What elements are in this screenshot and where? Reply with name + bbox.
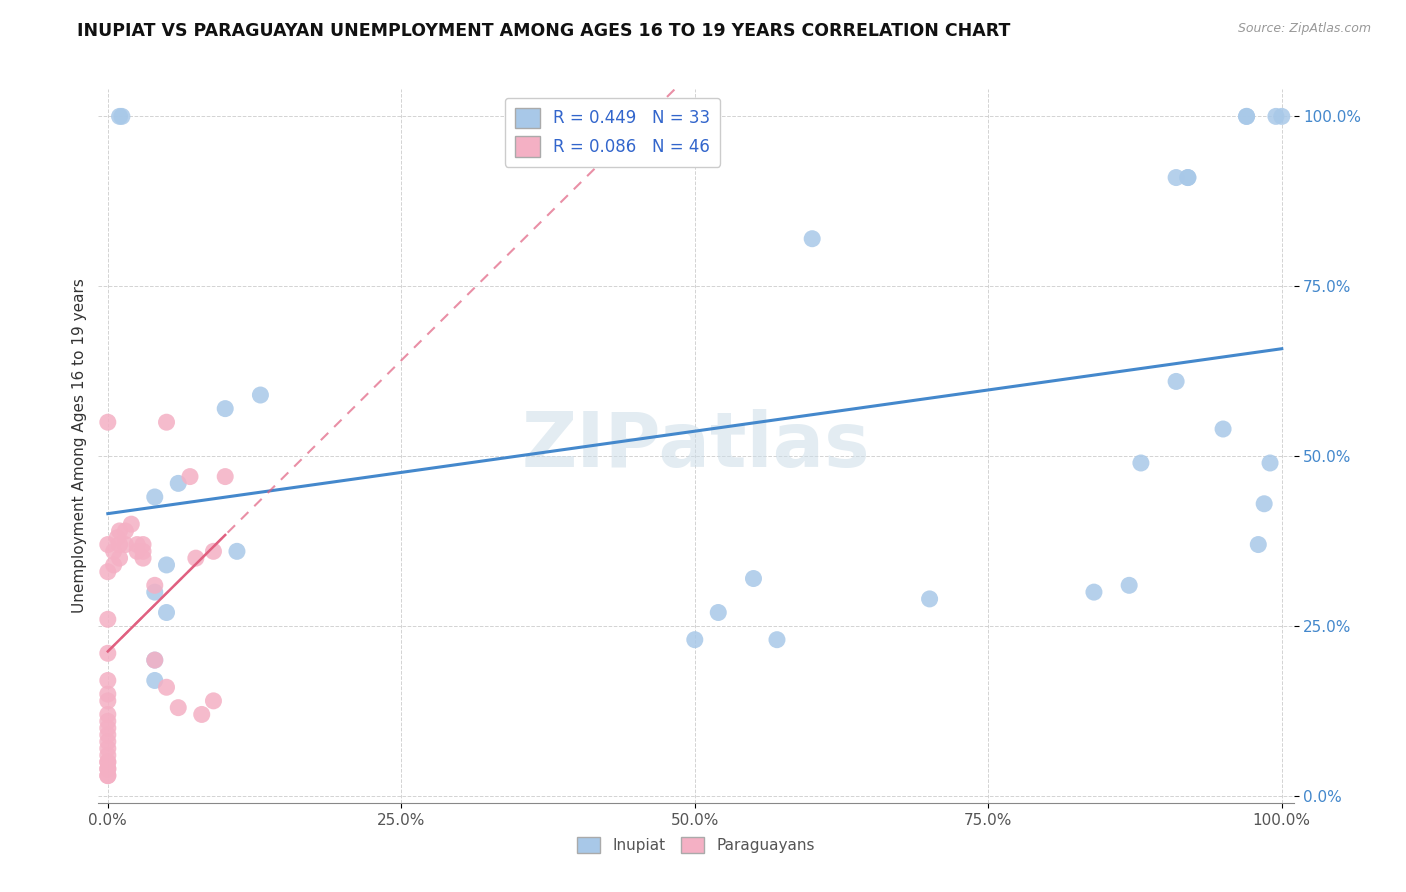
Point xyxy=(1236,109,1258,123)
Point xyxy=(202,544,225,558)
Text: Source: ZipAtlas.com: Source: ZipAtlas.com xyxy=(1237,22,1371,36)
Point xyxy=(1258,456,1281,470)
Point xyxy=(226,544,249,558)
Point xyxy=(155,558,177,572)
Point xyxy=(742,572,765,586)
Point xyxy=(114,537,136,551)
Point xyxy=(214,469,236,483)
Point xyxy=(1083,585,1105,599)
Point xyxy=(1271,109,1294,123)
Point xyxy=(132,551,155,566)
Point xyxy=(143,578,166,592)
Point xyxy=(143,673,166,688)
Point xyxy=(127,537,149,551)
Point xyxy=(97,646,120,660)
Point xyxy=(97,728,120,742)
Point xyxy=(1177,170,1199,185)
Point xyxy=(103,558,125,572)
Point xyxy=(1177,170,1199,185)
Point xyxy=(97,734,120,748)
Point xyxy=(127,544,149,558)
Point xyxy=(105,531,128,545)
Point xyxy=(114,524,136,538)
Point xyxy=(155,606,177,620)
Text: ZIPatlas: ZIPatlas xyxy=(522,409,870,483)
Point xyxy=(97,741,120,756)
Point xyxy=(108,551,131,566)
Point xyxy=(707,606,730,620)
Point xyxy=(97,694,120,708)
Point xyxy=(97,769,120,783)
Point xyxy=(766,632,789,647)
Point xyxy=(97,415,120,429)
Point xyxy=(683,632,706,647)
Point xyxy=(108,524,131,538)
Point xyxy=(1118,578,1140,592)
Point xyxy=(97,755,120,769)
Point xyxy=(1166,375,1188,389)
Point xyxy=(120,517,142,532)
Point xyxy=(143,490,166,504)
Point xyxy=(1129,456,1152,470)
Point xyxy=(155,415,177,429)
Text: INUPIAT VS PARAGUAYAN UNEMPLOYMENT AMONG AGES 16 TO 19 YEARS CORRELATION CHART: INUPIAT VS PARAGUAYAN UNEMPLOYMENT AMONG… xyxy=(77,22,1011,40)
Point xyxy=(167,476,190,491)
Point xyxy=(97,673,120,688)
Point xyxy=(167,700,190,714)
Point xyxy=(97,762,120,776)
Point xyxy=(103,544,125,558)
Point xyxy=(202,694,225,708)
Point xyxy=(184,551,207,566)
Point xyxy=(97,769,120,783)
Point xyxy=(1212,422,1234,436)
Point xyxy=(801,232,824,246)
Point xyxy=(111,109,134,123)
Point xyxy=(97,565,120,579)
Point xyxy=(143,653,166,667)
Point xyxy=(108,537,131,551)
Point xyxy=(132,537,155,551)
Point xyxy=(918,591,941,606)
Point xyxy=(155,680,177,694)
Point xyxy=(1247,537,1270,551)
Point xyxy=(249,388,271,402)
Point xyxy=(97,755,120,769)
Point xyxy=(97,762,120,776)
Point xyxy=(190,707,212,722)
Point xyxy=(132,544,155,558)
Point xyxy=(143,585,166,599)
Point xyxy=(97,687,120,701)
Point xyxy=(1264,109,1286,123)
Y-axis label: Unemployment Among Ages 16 to 19 years: Unemployment Among Ages 16 to 19 years xyxy=(72,278,87,614)
Point xyxy=(97,707,120,722)
Point xyxy=(97,748,120,763)
Point xyxy=(1236,109,1258,123)
Point xyxy=(97,714,120,729)
Point xyxy=(97,537,120,551)
Point xyxy=(1253,497,1275,511)
Point xyxy=(97,721,120,735)
Point xyxy=(1166,170,1188,185)
Point xyxy=(97,612,120,626)
Point xyxy=(108,109,131,123)
Legend: Inupiat, Paraguayans: Inupiat, Paraguayans xyxy=(571,831,821,859)
Point xyxy=(179,469,201,483)
Point xyxy=(214,401,236,416)
Point xyxy=(143,653,166,667)
